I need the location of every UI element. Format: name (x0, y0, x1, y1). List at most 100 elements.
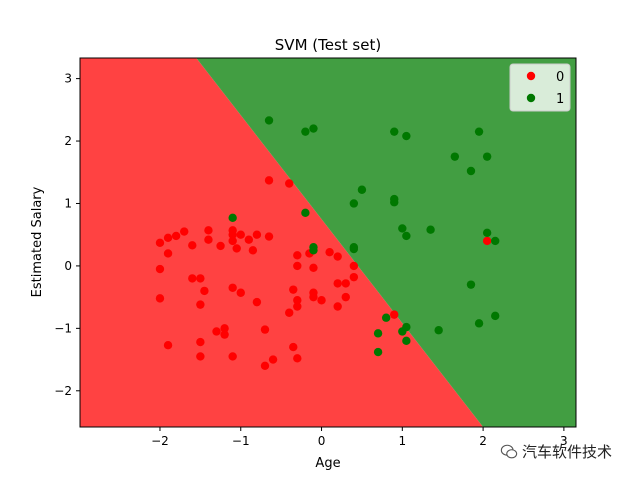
point-class-0 (333, 302, 342, 311)
point-class-0 (228, 230, 237, 239)
legend-label-1: 1 (556, 92, 564, 107)
point-class-1 (309, 246, 318, 255)
point-class-0 (244, 235, 254, 244)
point-class-0 (163, 249, 173, 258)
legend: 01 (509, 63, 571, 112)
x-tick-label: 1 (398, 434, 406, 448)
point-class-1 (466, 166, 476, 176)
point-class-0 (171, 231, 181, 241)
point-class-0 (204, 235, 213, 244)
point-class-0 (285, 179, 294, 188)
point-class-0 (341, 292, 350, 302)
x-tick-label: 0 (318, 434, 326, 448)
point-class-0 (333, 252, 342, 261)
point-class-0 (155, 294, 165, 303)
point-class-0 (293, 261, 302, 271)
y-axis-ticks: −2 −1 0 1 2 3 (54, 72, 80, 398)
point-class-0 (228, 352, 237, 361)
point-class-1 (450, 152, 460, 161)
point-class-0 (188, 241, 197, 250)
plot-frame (79, 57, 577, 428)
watermark: 汽车软件技术 (500, 441, 612, 462)
point-class-0 (285, 308, 294, 317)
point-class-0 (293, 296, 302, 305)
point-class-0 (268, 355, 278, 364)
point-class-0 (196, 300, 205, 309)
point-class-1 (426, 225, 435, 234)
x-tick-label: −2 (151, 434, 169, 448)
point-class-0 (289, 285, 298, 294)
point-class-0 (216, 241, 225, 251)
point-class-0 (333, 279, 342, 288)
point-class-0 (260, 325, 270, 334)
point-class-0 (349, 272, 359, 282)
point-class-0 (349, 261, 359, 271)
point-class-0 (325, 247, 334, 257)
point-class-1 (474, 127, 484, 136)
point-class-0 (188, 274, 197, 283)
point-class-0 (232, 244, 241, 253)
point-class-1 (466, 280, 476, 289)
point-class-0 (155, 264, 165, 274)
point-class-1 (381, 313, 391, 322)
legend-label-0: 0 (556, 70, 564, 85)
chart-title: SVM (Test set) (275, 36, 381, 54)
point-class-1 (402, 131, 411, 141)
point-class-0 (180, 227, 189, 236)
x-tick-label: −1 (232, 434, 250, 448)
point-class-0 (260, 361, 270, 371)
point-class-1 (390, 198, 399, 207)
point-class-1 (482, 228, 492, 238)
point-class-1 (357, 185, 367, 194)
point-class-0 (289, 342, 298, 352)
point-class-1 (402, 336, 411, 346)
point-class-0 (252, 297, 262, 307)
point-class-0 (220, 324, 229, 333)
point-class-0 (236, 230, 245, 239)
point-class-0 (264, 232, 274, 241)
point-class-0 (196, 337, 205, 347)
point-class-1 (434, 326, 443, 335)
point-class-1 (390, 127, 399, 136)
point-class-1 (228, 213, 237, 223)
point-class-0 (390, 310, 399, 319)
point-class-0 (293, 354, 302, 363)
point-class-1 (491, 311, 500, 321)
point-class-1 (482, 152, 492, 161)
data-points (155, 116, 500, 371)
legend-box (509, 63, 571, 112)
point-class-0 (204, 226, 213, 235)
region-class-0 (80, 58, 484, 427)
point-class-0 (293, 251, 302, 260)
point-class-0 (309, 263, 318, 272)
point-class-0 (341, 279, 350, 288)
point-class-1 (309, 124, 318, 133)
x-axis-ticks: −2 −1 0 1 2 3 (151, 427, 568, 448)
point-class-0 (200, 286, 209, 296)
point-class-0 (163, 233, 173, 243)
point-class-1 (301, 208, 310, 218)
y-axis-label: Estimated Salary (30, 186, 45, 297)
y-tick-label: −1 (54, 321, 72, 335)
x-tick-label: 2 (479, 434, 487, 448)
point-class-1 (349, 244, 359, 254)
point-class-0 (155, 238, 165, 248)
point-class-0 (264, 176, 274, 185)
legend-marker-1 (526, 93, 536, 103)
point-class-0 (228, 283, 237, 292)
point-class-1 (474, 319, 484, 328)
point-class-1 (264, 116, 274, 125)
point-class-1 (491, 236, 500, 246)
wechat-icon (500, 444, 518, 458)
point-class-0 (482, 236, 492, 246)
y-tick-label: 2 (64, 134, 72, 148)
point-class-0 (317, 296, 326, 305)
point-class-0 (196, 274, 205, 283)
point-class-1 (301, 127, 310, 136)
y-tick-label: 1 (64, 196, 72, 210)
point-class-0 (220, 330, 229, 339)
point-class-0 (309, 292, 318, 302)
point-class-0 (212, 327, 221, 336)
point-class-1 (349, 199, 359, 208)
